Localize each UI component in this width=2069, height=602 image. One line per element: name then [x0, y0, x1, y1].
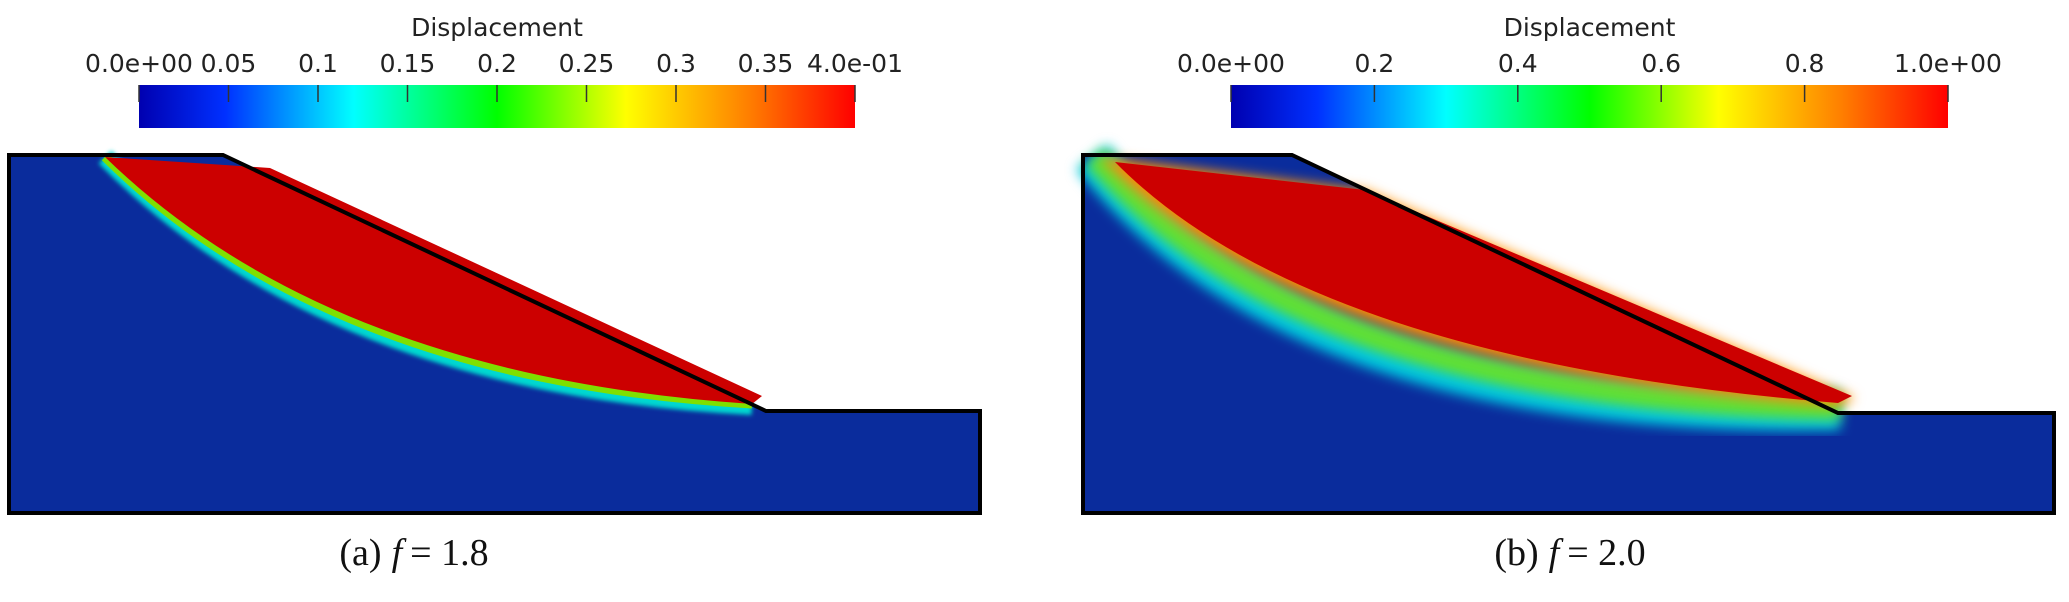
panel-a-simulation [7, 150, 982, 515]
colorbar-tick-label: 4.0e-01 [807, 49, 903, 78]
colorbar-tick-label: 0.35 [738, 49, 794, 78]
colorbar-tick-label: 0.25 [559, 49, 615, 78]
sliding-mass [105, 157, 762, 404]
sliding-mass [1115, 162, 1852, 403]
colorbar-tick-label: 0.0e+00 [85, 49, 193, 78]
caption-label: (b) [1494, 532, 1538, 574]
caption-variable: f [392, 532, 407, 574]
colorbar-tick-label: 0.0e+00 [1177, 49, 1285, 78]
colorbar-tick-label: 0.3 [656, 49, 696, 78]
colorbar-tick-label: 0.2 [477, 49, 517, 78]
colorbar-tick-label: 1.0e+00 [1894, 49, 2002, 78]
colorbar-tick-label: 0.15 [380, 49, 436, 78]
slope-outline [1081, 153, 2056, 515]
caption-value: = 1.8 [410, 532, 488, 574]
colorbar-tick-label: 0.1 [298, 49, 338, 78]
transition-band [1085, 149, 1841, 420]
colorbar-tick-label: 0.6 [1641, 49, 1681, 78]
slope-outline [7, 153, 982, 515]
colorbar-title: Displacement [411, 13, 583, 42]
colorbar-tick-label: 0.05 [201, 49, 257, 78]
caption-label: (a) [339, 532, 381, 574]
panel: Displacement 0.0e+00 0.2 0.4 0.6 0.8 1.0e+00 (b… [1177, 13, 2002, 574]
colorbar [1231, 85, 1948, 128]
colorbar-tick-label: 0.2 [1355, 49, 1395, 78]
caption: (b) f = 2.0 [1494, 532, 1645, 574]
colorbar-title: Displacement [1504, 13, 1676, 42]
transition-band [101, 153, 753, 409]
caption-value: = 2.0 [1567, 532, 1645, 574]
colorbar-tick-label: 0.4 [1498, 49, 1538, 78]
caption-variable: f [1549, 532, 1564, 574]
panel-b-simulation [1076, 144, 2056, 515]
panel: Displacement 0.0e+00 0.05 0.1 0.15 0.2 0.25 0.3… [85, 13, 903, 574]
colorbar-tick-label: 0.8 [1785, 49, 1825, 78]
caption: (a) f = 1.8 [339, 532, 488, 574]
